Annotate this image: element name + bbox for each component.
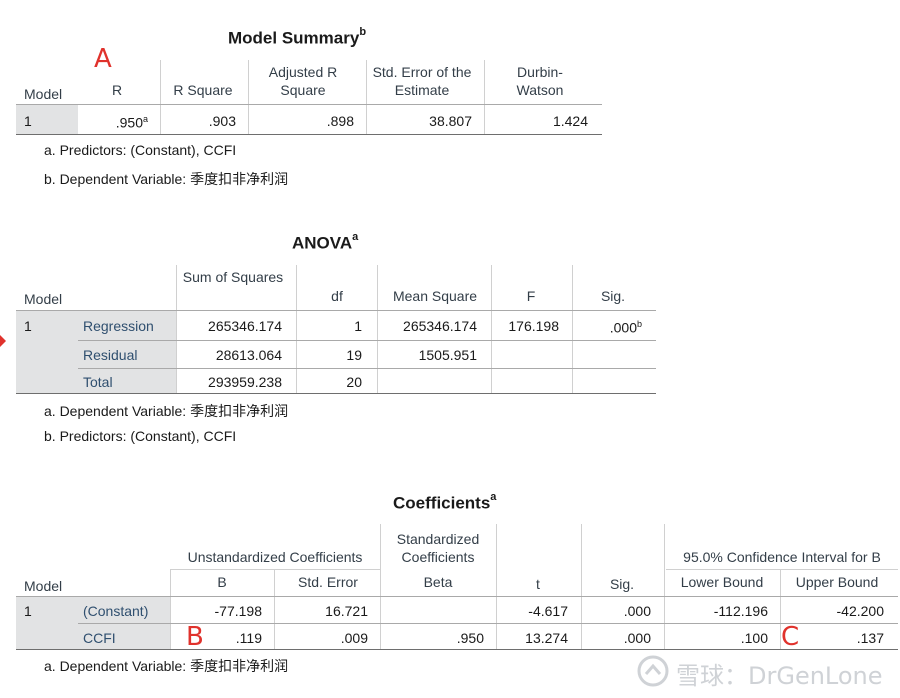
coef-note-a: a. Dependent Variable: 季度扣非净利润 xyxy=(44,658,289,674)
coef-ccfi-upper-bound: .137 xyxy=(856,630,884,646)
anova-regression-sig: .000b xyxy=(609,319,642,336)
ms-cell-std-error: 38.807 xyxy=(429,113,472,129)
coef-header-beta: Beta xyxy=(423,574,453,590)
watermark-text: 雪球：DrGenLone xyxy=(676,662,883,690)
anova-note-a: a. Dependent Variable: 季度扣非净利润 xyxy=(44,403,289,419)
anova-header-mean-square: Mean Square xyxy=(392,288,478,304)
anova-row-label-regression: Regression xyxy=(83,318,154,334)
coef-ccfi-lower-bound: .100 xyxy=(740,630,768,646)
ms-note-a: a. Predictors: (Constant), CCFI xyxy=(44,142,237,158)
annotation-b: B xyxy=(186,622,204,652)
ms-header-r-square: R Square xyxy=(173,82,233,98)
anova-header-model: Model xyxy=(24,291,63,307)
ms-header-model: Model xyxy=(24,86,63,102)
coef-constant-upper-bound: -42.200 xyxy=(836,603,884,619)
ms-header-r: R xyxy=(111,82,123,98)
red-arrow-marker-icon xyxy=(0,335,6,347)
anova-total-sum-of-squares: 293959.238 xyxy=(208,374,282,390)
coef-row-label-ccfi: CCFI xyxy=(83,630,116,646)
ms-cell-r: .950a xyxy=(115,114,148,131)
coef-constant-lower-bound: -112.196 xyxy=(713,603,768,619)
anova-residual-sum-of-squares: 28613.064 xyxy=(215,347,282,363)
anova-regression-f: 176.198 xyxy=(508,318,559,334)
snowball-logo-icon xyxy=(637,655,669,687)
coefficients-title: Coefficientsa xyxy=(393,491,497,513)
anova-header-df: df xyxy=(331,288,343,304)
coef-constant-b: -77.198 xyxy=(214,603,262,619)
anova-header-f: F xyxy=(526,288,536,304)
ms-note-b: b. Dependent Variable: 季度扣非净利润 xyxy=(44,171,289,187)
coef-ccfi-t: 13.274 xyxy=(525,630,568,646)
coef-header-unstandardized: Unstandardized Coefficients xyxy=(187,549,363,565)
coef-header-model: Model xyxy=(24,578,63,594)
anova-title: ANOVAa xyxy=(292,231,359,253)
anova-regression-df: 1 xyxy=(354,318,362,334)
coef-header-confidence-interval: 95.0% Confidence Interval for B xyxy=(683,549,881,565)
coef-ccfi-std-error: .009 xyxy=(340,630,368,646)
coef-model-number: 1 xyxy=(24,603,32,619)
annotation-c: C xyxy=(781,622,800,652)
coef-ccfi-b: .119 xyxy=(235,630,262,646)
coef-header-sig: Sig. xyxy=(609,576,635,592)
coef-header-std-error: Std. Error xyxy=(298,574,358,590)
model-summary-title: Model Summaryb xyxy=(228,26,367,48)
ms-header-adj-r-square: Adjusted R Square xyxy=(268,64,338,98)
coef-header-b: B xyxy=(217,574,227,590)
coef-row-label-constant: (Constant) xyxy=(83,603,149,619)
anova-row-label-total: Total xyxy=(83,374,113,390)
coef-ccfi-beta: .950 xyxy=(456,630,484,646)
anova-header-sig: Sig. xyxy=(600,288,626,304)
anova-residual-df: 19 xyxy=(346,347,362,363)
coef-header-lower-bound: Lower Bound xyxy=(680,574,764,590)
ms-cell-r-square: .903 xyxy=(208,113,236,129)
anova-regression-mean-square: 265346.174 xyxy=(403,318,477,334)
ms-header-durbin-watson: Durbin-Watson xyxy=(516,64,564,98)
coef-constant-std-error: 16.721 xyxy=(325,603,368,619)
coef-constant-sig: .000 xyxy=(623,603,651,619)
coef-header-standardized: Standardized Coefficients xyxy=(396,531,480,565)
anova-note-b: b. Predictors: (Constant), CCFI xyxy=(44,428,237,444)
anova-row-label-residual: Residual xyxy=(83,347,138,363)
ms-header-std-error: Std. Error of the Estimate xyxy=(372,64,472,98)
ms-cell-durbin-watson: 1.424 xyxy=(552,113,588,129)
coef-header-upper-bound: Upper Bound xyxy=(795,574,879,590)
anova-model-number: 1 xyxy=(24,318,32,334)
ms-cell-adj-r-square: .898 xyxy=(326,113,354,129)
coef-constant-t: -4.617 xyxy=(528,603,568,619)
anova-header-sum-of-squares: Sum of Squares xyxy=(182,269,284,285)
coef-ccfi-sig: .000 xyxy=(623,630,651,646)
anova-total-df: 20 xyxy=(346,374,362,390)
anova-regression-sum-of-squares: 265346.174 xyxy=(208,318,282,334)
anova-residual-mean-square: 1505.951 xyxy=(418,347,477,363)
ms-row-model: 1 xyxy=(24,113,32,129)
annotation-a: A xyxy=(94,44,112,74)
coef-header-t: t xyxy=(536,576,540,592)
